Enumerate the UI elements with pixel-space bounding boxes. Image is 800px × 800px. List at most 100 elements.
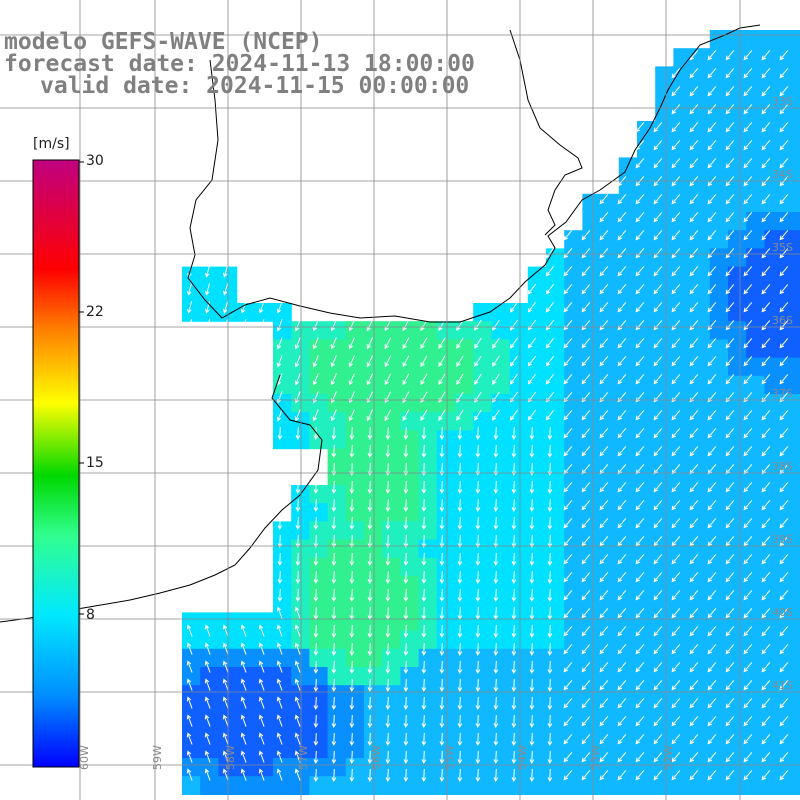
wind-cell [509, 394, 529, 413]
wind-arrow [277, 426, 283, 441]
wind-arrow [635, 410, 645, 421]
wind-cell [200, 739, 219, 759]
wind-cell [364, 375, 383, 395]
wind-cell [655, 321, 674, 340]
wind-arrow [671, 770, 681, 781]
wind-cell [309, 739, 329, 759]
wind-arrow [707, 770, 717, 781]
wind-cell [600, 466, 620, 486]
wind-arrow [653, 248, 663, 259]
wind-arrow [725, 572, 735, 583]
wind-cell [746, 121, 765, 140]
wind-cell [564, 594, 583, 613]
wind-arrow [707, 716, 717, 727]
latitude-label: 41S [772, 679, 793, 692]
wind-arrow [725, 338, 735, 349]
wind-cell [418, 521, 438, 541]
wind-arrow [653, 482, 663, 493]
wind-cell [491, 394, 511, 413]
wind-arrow [761, 716, 771, 727]
wind-cell [582, 339, 602, 359]
wind-arrow [635, 644, 645, 655]
wind-arrow [617, 752, 627, 763]
wind-cell [418, 448, 438, 468]
wind-arrow [671, 86, 681, 97]
wind-arrow [725, 140, 735, 151]
wind-cell [418, 503, 438, 522]
wind-arrow [187, 283, 192, 296]
wind-arrow [635, 158, 645, 169]
wind-arrow [689, 644, 699, 655]
wind-arrow [635, 500, 645, 511]
wind-arrow [707, 428, 717, 439]
wind-cell [782, 193, 800, 213]
wind-arrow [402, 373, 410, 386]
wind-cell [746, 539, 765, 559]
wind-arrow [276, 319, 283, 332]
wind-cell [782, 503, 800, 522]
wind-arrow [617, 662, 627, 673]
wind-arrow [367, 678, 373, 693]
wind-arrow [348, 319, 355, 332]
wind-arrow [707, 518, 717, 529]
wind-arrow [743, 698, 753, 709]
wind-arrow [581, 734, 591, 745]
wind-cell [782, 230, 800, 249]
wind-arrow [385, 498, 391, 513]
wind-cell [564, 375, 583, 395]
wind-cell [564, 667, 583, 686]
wind-arrow [635, 518, 645, 529]
wind-cell [327, 339, 347, 359]
wind-cell [345, 776, 365, 795]
wind-cell [691, 321, 711, 340]
wind-arrow [294, 373, 301, 386]
wind-cell [327, 703, 347, 723]
wind-cell [746, 230, 765, 249]
wind-arrow [563, 266, 573, 277]
wind-arrow [240, 696, 247, 709]
wind-cell [618, 339, 638, 359]
wind-cell [327, 430, 347, 450]
wind-arrow [581, 698, 591, 709]
wind-arrow [222, 283, 229, 296]
wind-arrow [313, 678, 319, 693]
wind-cell [600, 448, 620, 468]
wind-arrow [205, 265, 211, 278]
wind-arrow [421, 426, 427, 441]
wind-arrow [707, 554, 717, 565]
wind-cell [709, 394, 729, 413]
wind-arrow [204, 642, 211, 655]
wind-cell [691, 121, 711, 140]
wind-cell [709, 193, 729, 213]
wind-arrow [331, 588, 337, 603]
wind-arrow [617, 626, 627, 637]
wind-arrow [581, 500, 591, 511]
wind-arrow [743, 374, 753, 385]
wind-cell [582, 503, 602, 522]
wind-arrow [761, 680, 771, 691]
wind-arrow [599, 302, 609, 313]
wind-arrow [725, 644, 735, 655]
wind-arrow [222, 696, 229, 709]
wind-cell [509, 375, 529, 395]
wind-arrow [294, 660, 301, 673]
wind-cell [618, 157, 638, 177]
wind-cell [600, 303, 620, 322]
wind-cell [782, 394, 800, 413]
wind-cell [728, 648, 747, 668]
wind-arrow [313, 642, 319, 657]
wind-arrow [563, 770, 573, 781]
wind-arrow [366, 373, 374, 386]
wind-cell [637, 612, 656, 632]
wind-arrow [725, 482, 735, 493]
wind-arrow [295, 534, 301, 549]
wind-arrow [689, 302, 699, 313]
wind-cell [655, 303, 674, 322]
wind-arrow [527, 301, 536, 313]
wind-cell [782, 139, 800, 158]
wind-arrow [349, 660, 355, 675]
wind-arrow [385, 750, 391, 765]
wind-arrow [725, 356, 735, 367]
wind-cell [691, 503, 711, 522]
wind-cell [182, 612, 201, 632]
